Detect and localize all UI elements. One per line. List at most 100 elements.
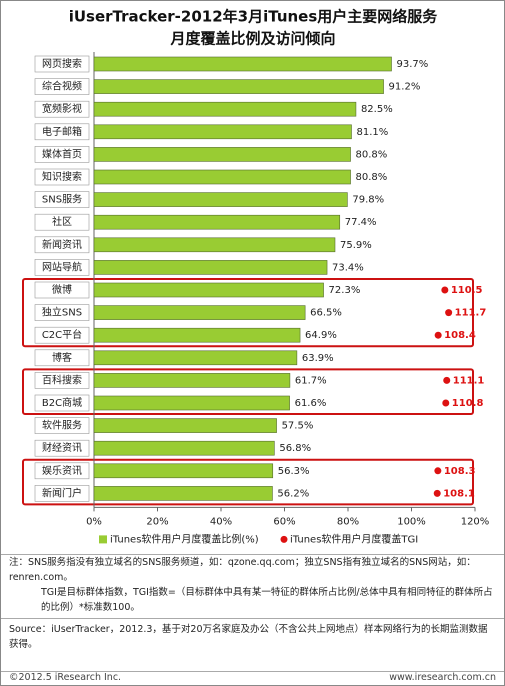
y-tick-label: 独立SNS [42, 306, 82, 319]
chart-title: 月度覆盖比例及访问倾向 [169, 30, 335, 48]
x-tick-label: 0% [86, 516, 102, 527]
tgi-label: 111.1 [453, 375, 485, 386]
value-label: 72.3% [329, 285, 361, 296]
value-label: 61.7% [295, 375, 327, 386]
category-box [34, 146, 90, 163]
bar [93, 282, 324, 298]
tgi-label: 108.4 [444, 330, 476, 341]
bar [93, 373, 291, 388]
bar [93, 192, 348, 207]
category-box [34, 236, 90, 254]
tgi-dot [442, 399, 450, 407]
bar [93, 214, 341, 230]
y-tick-label: 财经资讯 [42, 441, 82, 454]
category-box [34, 372, 90, 389]
copyright: ©2012.5 iResearch Inc. [9, 672, 122, 683]
bar [93, 260, 328, 275]
tgi-dot [434, 331, 442, 339]
value-label: 61.6% [295, 398, 327, 409]
category-box [34, 417, 90, 434]
y-tick-label: 电子邮箱 [42, 125, 82, 138]
y-tick-label: 百科搜索 [42, 373, 82, 386]
bar [93, 418, 277, 433]
category-box [34, 55, 90, 73]
y-tick-label: 综合视频 [42, 80, 82, 93]
y-tick-label: 宽频影视 [42, 102, 82, 115]
value-label: 66.5% [310, 308, 342, 319]
tgi-label: 108.3 [444, 466, 476, 477]
value-label: 79.8% [352, 195, 384, 206]
legend-label: iTunes软件用户月度覆盖比例(%) [110, 532, 259, 545]
legend-label: iTunes软件用户月度覆盖TGI [290, 532, 418, 545]
tgi-dot [443, 376, 451, 384]
bar [93, 101, 357, 117]
footer: ©2012.5 iResearch Inc. www.iresearch.com… [1, 671, 504, 683]
value-label: 75.9% [340, 240, 372, 251]
category-box [34, 349, 90, 367]
y-tick-label: SNS服务 [42, 193, 82, 206]
x-tick-label: 20% [146, 516, 168, 527]
x-tick-label: 100% [397, 516, 426, 527]
category-box [34, 281, 90, 299]
bar [93, 440, 275, 456]
tgi-label: 111.7 [455, 308, 487, 319]
category-box [34, 191, 90, 208]
x-tick-label: 120% [461, 516, 490, 527]
bar [93, 395, 290, 411]
tgi-label: 108.1 [443, 488, 475, 499]
bar [93, 79, 384, 94]
category-box [34, 326, 90, 344]
x-tick-label: 60% [273, 516, 295, 527]
tgi-dot [434, 467, 442, 475]
tgi-label: 110.8 [452, 398, 484, 409]
y-tick-label: 新闻门户 [42, 486, 82, 499]
bar [93, 327, 301, 343]
value-label: 80.8% [356, 172, 388, 183]
category-box [34, 439, 90, 457]
y-tick-label: 软件服务 [42, 419, 82, 432]
chart: iUserTracker-2012年3月iTunes用户主要网络服务 月度覆盖比… [22, 8, 490, 545]
highlight-box [22, 368, 474, 415]
legend-swatch [99, 535, 107, 544]
category-box [34, 123, 90, 141]
notes: 注：SNS服务指没有独立域名的SNS服务频道，如：qzone.qq.com；独立… [1, 554, 504, 652]
category-box [34, 213, 90, 231]
category-box [34, 462, 90, 480]
bar [93, 56, 392, 72]
bar [93, 237, 336, 253]
bar [93, 486, 273, 501]
y-tick-label: 社区 [52, 215, 72, 228]
value-label: 56.2% [277, 488, 309, 499]
value-label: 80.8% [356, 149, 388, 160]
y-tick-label: 新闻资讯 [42, 238, 82, 251]
tgi-dot [441, 286, 449, 294]
note: TGI是目标群体指数，TGI指数=（目标群体中具有某一特征的群体所占比例/总体中… [41, 587, 493, 613]
y-tick-label: 微博 [52, 283, 72, 296]
category-box [34, 485, 90, 502]
tgi-dot [445, 309, 453, 317]
category-box [34, 394, 90, 412]
value-label: 91.2% [389, 82, 421, 93]
bar [93, 169, 351, 185]
bar [93, 463, 274, 479]
highlight-box [22, 278, 474, 348]
category-box [34, 259, 90, 276]
highlight-box [22, 458, 474, 506]
y-tick-label: 博客 [52, 351, 72, 364]
y-tick-label: 娱乐资讯 [42, 464, 82, 477]
tgi-label: 110.5 [451, 285, 483, 296]
value-label: 81.1% [356, 127, 388, 138]
bar [93, 305, 306, 320]
bar [93, 350, 298, 366]
value-label: 73.4% [332, 262, 364, 273]
bar [93, 147, 351, 162]
value-label: 56.3% [278, 466, 310, 477]
value-label: 77.4% [345, 217, 377, 228]
value-label: 82.5% [361, 104, 393, 115]
website: www.iresearch.com.cn [389, 672, 496, 683]
y-tick-label: B2C商城 [42, 396, 82, 409]
y-tick-label: 网页搜索 [42, 57, 82, 70]
category-box [34, 78, 90, 95]
y-tick-label: 知识搜索 [42, 170, 82, 183]
value-label: 56.8% [279, 443, 311, 454]
